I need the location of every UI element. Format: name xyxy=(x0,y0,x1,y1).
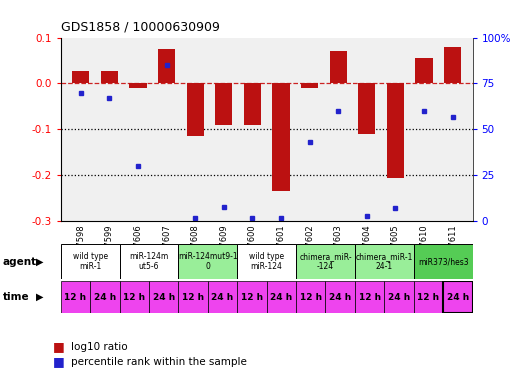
Text: 24 h: 24 h xyxy=(153,292,175,302)
Bar xyxy=(414,244,473,279)
Bar xyxy=(178,244,237,279)
Text: ■: ■ xyxy=(53,340,64,353)
Text: chimera_miR-1
24-1: chimera_miR-1 24-1 xyxy=(356,252,413,271)
Text: 12 h: 12 h xyxy=(241,292,263,302)
Text: percentile rank within the sample: percentile rank within the sample xyxy=(71,357,247,367)
Text: 12 h: 12 h xyxy=(417,292,439,302)
Bar xyxy=(178,281,208,313)
Bar xyxy=(149,281,178,313)
Text: 12 h: 12 h xyxy=(123,292,145,302)
Bar xyxy=(237,281,267,313)
Bar xyxy=(414,281,443,313)
Text: wild type
miR-1: wild type miR-1 xyxy=(72,252,108,271)
Bar xyxy=(215,84,232,125)
Bar xyxy=(129,84,147,88)
Bar xyxy=(301,84,318,88)
Text: 24 h: 24 h xyxy=(447,292,469,302)
Bar xyxy=(443,281,473,313)
Bar xyxy=(358,84,375,134)
Text: 12 h: 12 h xyxy=(64,292,87,302)
Text: miR373/hes3: miR373/hes3 xyxy=(418,257,468,266)
Bar xyxy=(186,84,204,136)
Bar xyxy=(384,281,414,313)
Bar xyxy=(296,244,355,279)
Text: ■: ■ xyxy=(53,356,64,368)
Text: 12 h: 12 h xyxy=(300,292,322,302)
Bar xyxy=(355,244,414,279)
Text: GDS1858 / 10000630909: GDS1858 / 10000630909 xyxy=(61,21,220,34)
Bar xyxy=(244,84,261,125)
Text: log10 ratio: log10 ratio xyxy=(71,342,128,352)
Text: time: time xyxy=(3,292,29,302)
Text: 12 h: 12 h xyxy=(359,292,381,302)
Bar xyxy=(61,281,90,313)
Bar xyxy=(119,244,178,279)
Text: agent: agent xyxy=(3,256,37,267)
Text: 12 h: 12 h xyxy=(182,292,204,302)
Text: 24 h: 24 h xyxy=(329,292,351,302)
Text: ▶: ▶ xyxy=(36,256,43,267)
Bar xyxy=(72,71,89,84)
Bar xyxy=(90,281,119,313)
Text: miR-124m
ut5-6: miR-124m ut5-6 xyxy=(129,252,168,271)
Text: 24 h: 24 h xyxy=(388,292,410,302)
Text: wild type
miR-124: wild type miR-124 xyxy=(249,252,284,271)
Bar xyxy=(61,244,119,279)
Bar xyxy=(296,281,325,313)
Text: ▶: ▶ xyxy=(36,292,43,302)
Text: miR-124mut9-1
0: miR-124mut9-1 0 xyxy=(178,252,238,271)
Bar xyxy=(355,281,384,313)
Bar xyxy=(237,244,296,279)
Bar xyxy=(208,281,237,313)
Bar xyxy=(416,58,432,84)
Bar xyxy=(119,281,149,313)
Text: 24 h: 24 h xyxy=(211,292,233,302)
Bar xyxy=(329,51,347,84)
Bar xyxy=(267,281,296,313)
Bar xyxy=(272,84,289,191)
Bar xyxy=(158,49,175,84)
Bar xyxy=(386,84,404,178)
Bar xyxy=(325,281,355,313)
Text: chimera_miR-
-124: chimera_miR- -124 xyxy=(299,252,352,271)
Bar xyxy=(101,71,118,84)
Bar xyxy=(444,47,461,84)
Text: 24 h: 24 h xyxy=(270,292,293,302)
Text: 24 h: 24 h xyxy=(94,292,116,302)
